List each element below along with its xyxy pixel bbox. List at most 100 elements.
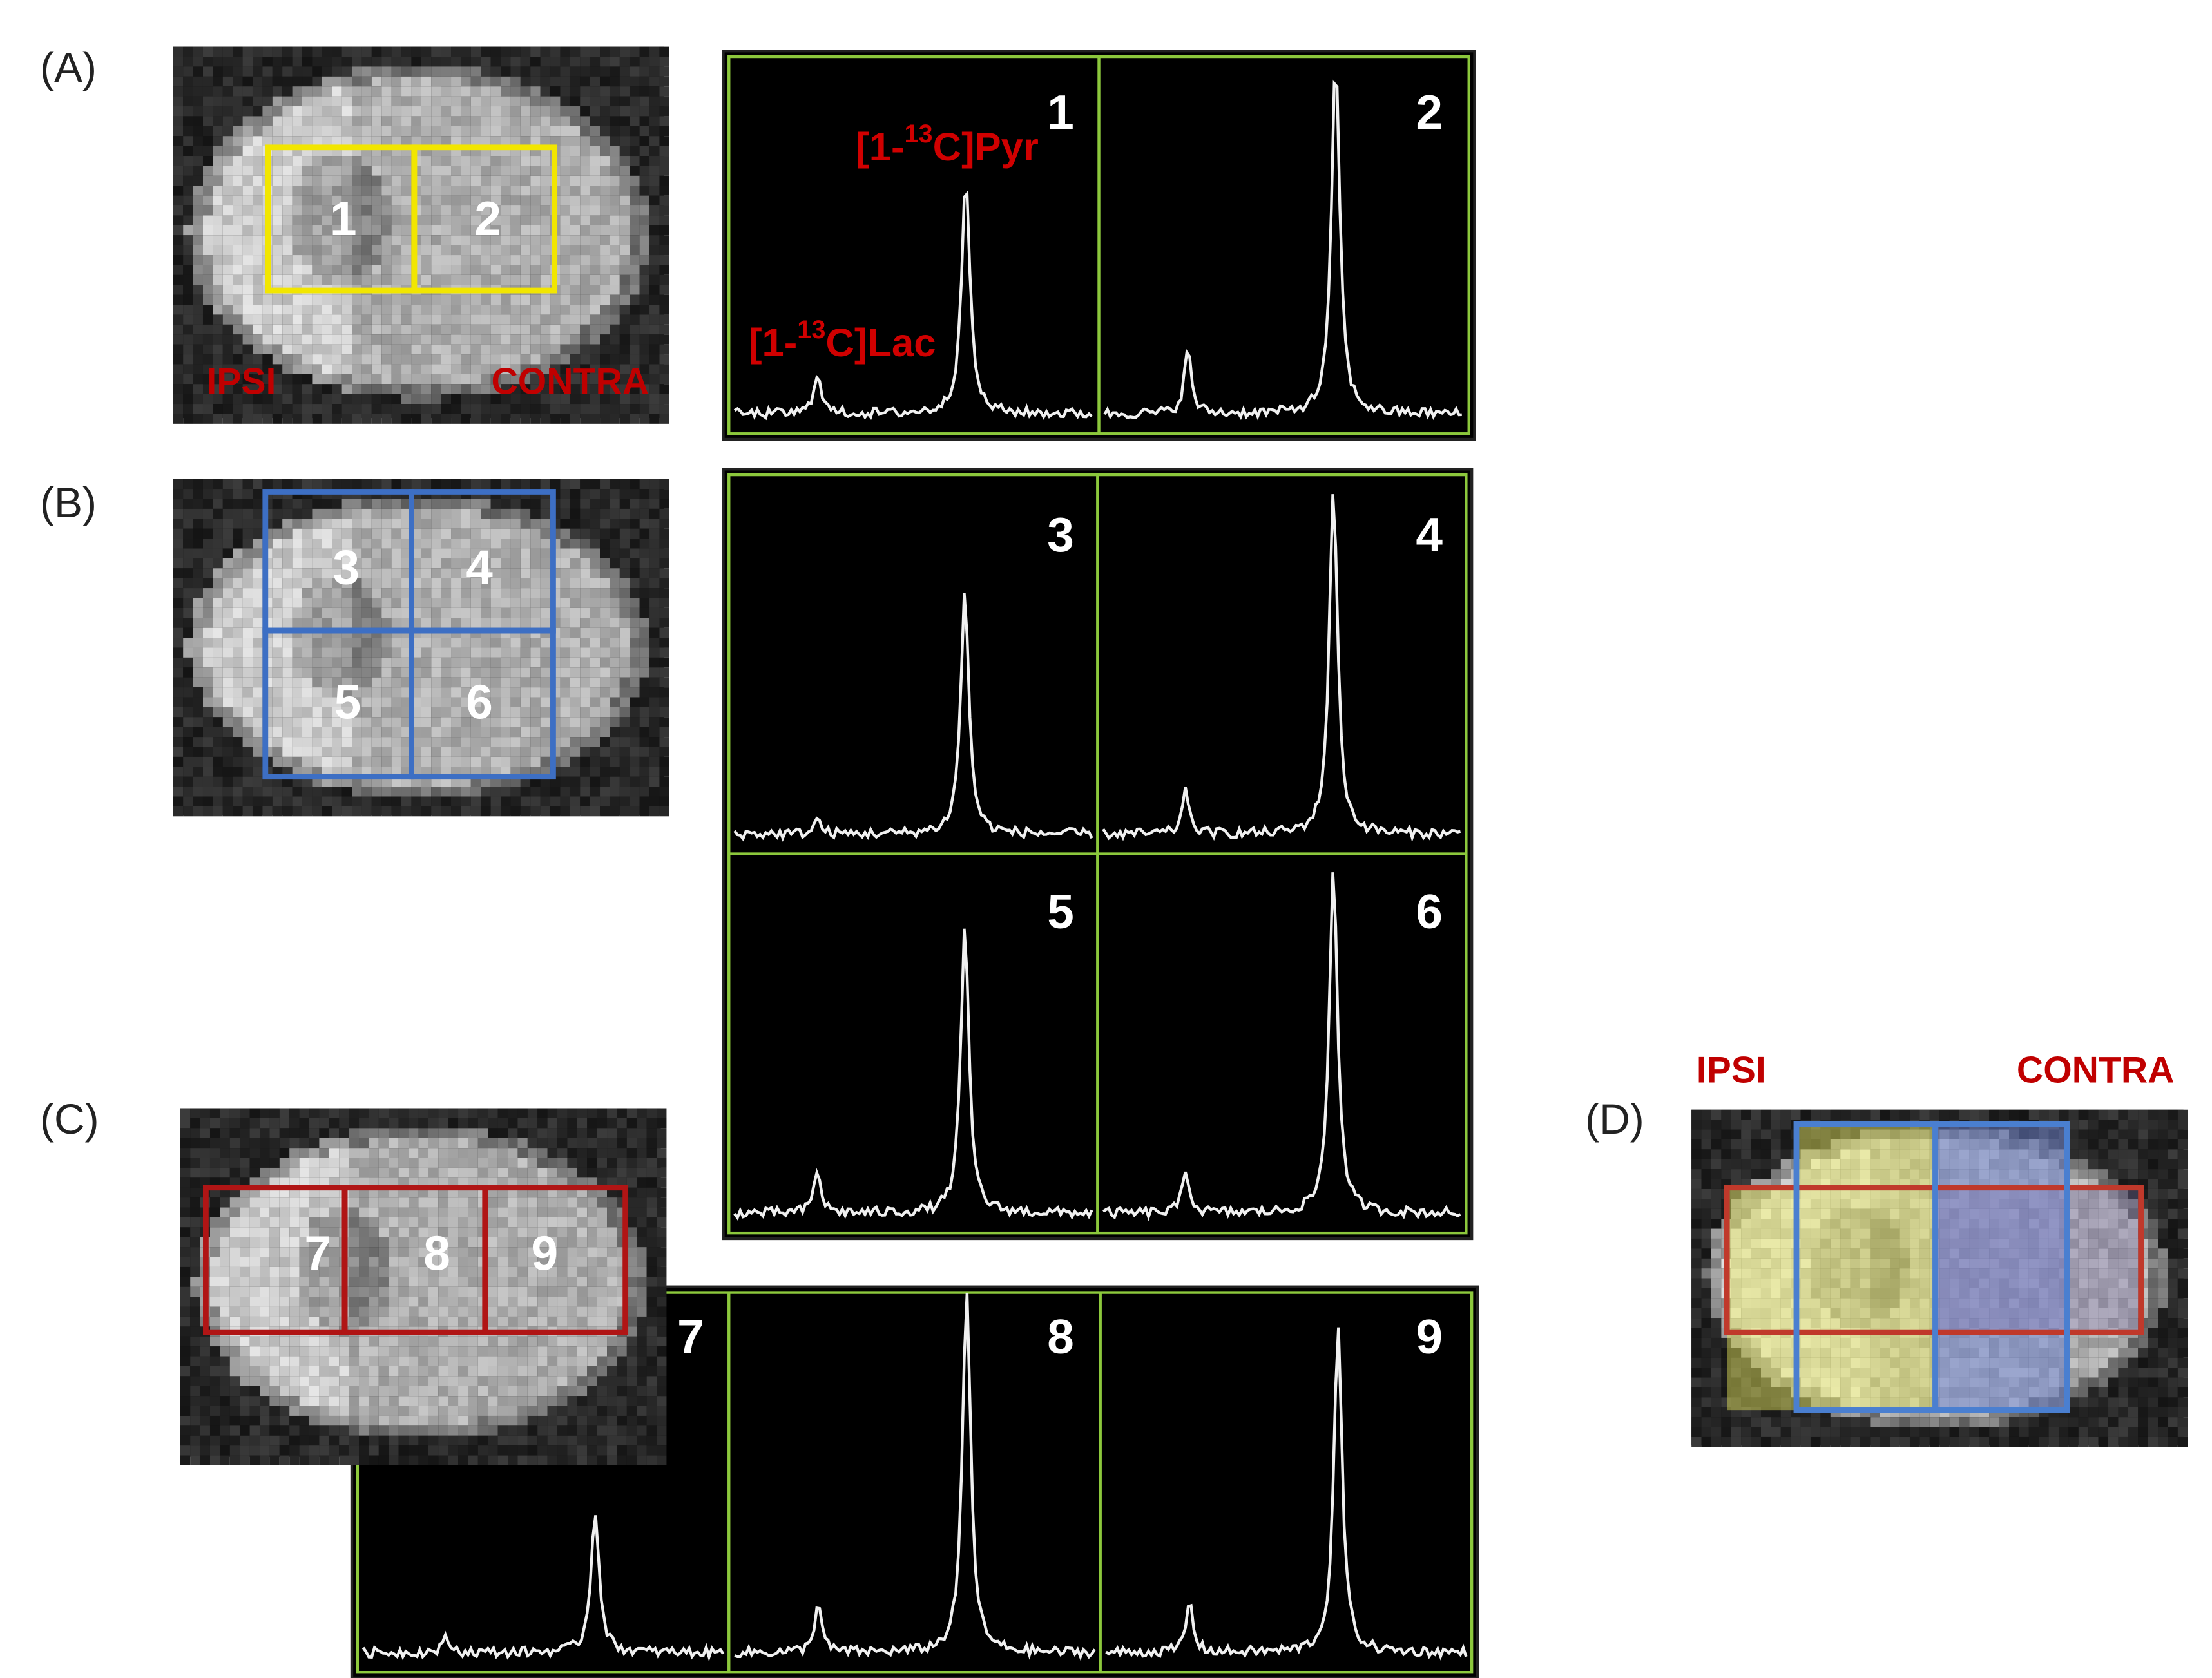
mri-pixel xyxy=(193,548,203,558)
mri-pixel xyxy=(341,747,352,757)
mri-pixel xyxy=(282,195,293,206)
mri-pixel xyxy=(2148,1268,2159,1279)
mri-pixel xyxy=(292,57,303,67)
mri-pixel xyxy=(610,499,620,509)
mri-pixel xyxy=(481,727,491,738)
mri-pixel xyxy=(570,195,581,206)
mri-pixel xyxy=(173,479,184,490)
mri-pixel xyxy=(431,528,441,539)
mri-pixel xyxy=(332,657,342,668)
mri-pixel xyxy=(619,489,630,499)
mri-pixel xyxy=(282,737,293,747)
mri-pixel xyxy=(1711,1199,1722,1209)
mri-pixel xyxy=(1989,1109,1999,1120)
mri-pixel xyxy=(510,374,521,385)
mri-pixel xyxy=(282,116,293,126)
mri-pixel xyxy=(441,96,452,107)
mri-pixel xyxy=(639,404,650,414)
mri-pixel xyxy=(183,756,193,767)
mri-pixel xyxy=(530,364,541,374)
mri-pixel xyxy=(183,265,193,275)
mri-pixel xyxy=(222,205,233,216)
mri-pixel xyxy=(302,86,313,97)
mri-pixel xyxy=(193,717,203,727)
mri-pixel xyxy=(441,334,452,345)
mri-pixel xyxy=(470,86,481,97)
mri-pixel xyxy=(292,727,303,738)
mri-pixel xyxy=(2177,1368,2188,1378)
mri-pixel xyxy=(1691,1258,1702,1269)
mri-pixel xyxy=(202,499,213,509)
mri-pixel xyxy=(381,86,392,97)
mri-pixel xyxy=(610,146,620,157)
mri-pixel xyxy=(252,86,263,97)
mri-pixel xyxy=(202,116,213,126)
mri-pixel xyxy=(352,707,362,718)
mri-pixel xyxy=(193,86,203,97)
mri-pixel xyxy=(222,707,233,718)
mri-pixel xyxy=(411,364,421,374)
mri-pixel xyxy=(1701,1268,1711,1279)
mri-pixel xyxy=(233,126,243,137)
mri-pixel xyxy=(202,657,213,668)
mri-pixel xyxy=(242,598,253,608)
mri-pixel xyxy=(242,205,253,216)
mri-pixel xyxy=(222,324,233,335)
mri-pixel xyxy=(352,638,362,648)
mri-pixel xyxy=(490,274,501,285)
mri-pixel xyxy=(461,404,471,414)
mri-pixel xyxy=(262,324,273,335)
mri-pixel xyxy=(2168,1318,2178,1328)
mri-pixel xyxy=(490,588,501,598)
mri-pixel xyxy=(451,265,461,275)
mri-pixel xyxy=(242,324,253,335)
mri-pixel xyxy=(441,126,452,137)
mri-pixel xyxy=(580,578,590,589)
mri-pixel xyxy=(630,354,640,365)
mri-pixel xyxy=(570,519,581,529)
mri-pixel xyxy=(302,756,313,767)
mri-pixel xyxy=(510,274,521,285)
mri-pixel xyxy=(282,479,293,490)
mri-pixel xyxy=(312,66,322,77)
mri-pixel xyxy=(481,86,491,97)
mri-pixel xyxy=(421,106,432,117)
mri-pixel xyxy=(470,747,481,757)
mri-pixel xyxy=(659,528,669,539)
mri-pixel xyxy=(590,46,601,57)
mri-pixel xyxy=(262,404,273,414)
mri-pixel xyxy=(352,186,362,196)
mri-pixel xyxy=(619,175,630,186)
mri-pixel xyxy=(520,57,531,67)
mri-pixel xyxy=(510,186,521,196)
mri-pixel xyxy=(302,528,313,539)
mri-pixel xyxy=(630,76,640,87)
mri-pixel xyxy=(332,479,342,490)
mri-pixel xyxy=(639,314,650,325)
mri-pixel xyxy=(610,796,620,806)
mri-pixel xyxy=(361,374,372,385)
mri-pixel xyxy=(490,568,501,578)
mri-pixel xyxy=(520,588,531,598)
mri-pixel xyxy=(381,314,392,325)
mri-pixel xyxy=(441,166,452,176)
mri-pixel xyxy=(639,274,650,285)
mri-pixel xyxy=(560,285,570,295)
mri-pixel xyxy=(481,558,491,569)
mri-pixel xyxy=(302,274,313,285)
mri-pixel xyxy=(302,677,313,688)
mri-pixel xyxy=(600,46,610,57)
mri-pixel xyxy=(252,627,263,638)
mri-pixel xyxy=(659,86,669,97)
mri-pixel xyxy=(312,404,322,414)
mri-pixel xyxy=(2177,1248,2188,1259)
mri-pixel xyxy=(371,756,382,767)
mri-pixel xyxy=(441,519,452,529)
mri-pixel xyxy=(639,324,650,335)
mri-pixel xyxy=(540,508,551,519)
mri-pixel xyxy=(470,539,481,549)
mri-pixel xyxy=(451,394,461,405)
mri-pixel xyxy=(183,305,193,315)
mri-pixel xyxy=(173,126,184,137)
mri-pixel xyxy=(649,274,660,285)
